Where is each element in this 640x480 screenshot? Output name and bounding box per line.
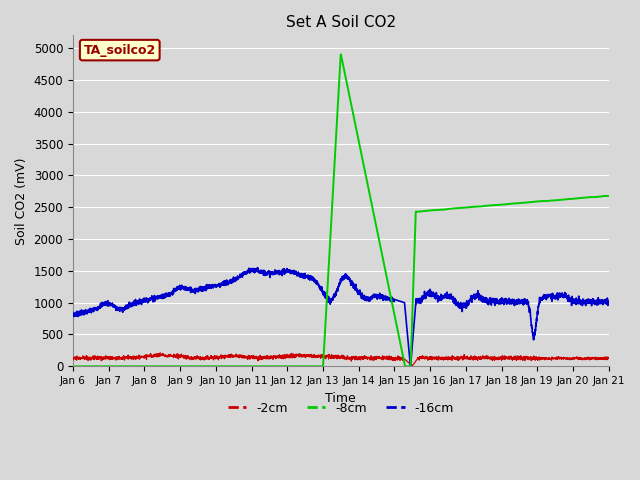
-16cm <box>275 269 282 275</box>
-16cm <box>595 299 602 304</box>
-2cm <box>408 363 416 369</box>
-2cm <box>162 352 170 358</box>
-8cm <box>298 363 305 369</box>
Legend: -2cm, -8cm, -16cm: -2cm, -8cm, -16cm <box>223 396 459 420</box>
-16cm <box>298 271 306 276</box>
-16cm <box>130 302 138 308</box>
-2cm <box>156 350 164 356</box>
-16cm <box>605 299 612 305</box>
-2cm <box>605 355 612 360</box>
-8cm <box>537 198 545 204</box>
Line: -8cm: -8cm <box>73 54 609 366</box>
-8cm <box>605 193 612 199</box>
-8cm <box>337 51 344 57</box>
-8cm <box>275 363 282 369</box>
-16cm <box>406 363 414 369</box>
-2cm <box>537 355 545 360</box>
-16cm <box>69 310 77 315</box>
-16cm <box>162 294 170 300</box>
-2cm <box>275 354 282 360</box>
-8cm <box>162 363 170 369</box>
-8cm <box>69 363 77 369</box>
-16cm <box>254 264 262 270</box>
Title: Set A Soil CO2: Set A Soil CO2 <box>286 15 396 30</box>
-2cm <box>298 354 306 360</box>
Text: TA_soilco2: TA_soilco2 <box>84 44 156 57</box>
X-axis label: Time: Time <box>326 392 356 405</box>
Line: -2cm: -2cm <box>73 353 609 366</box>
-2cm <box>69 354 77 360</box>
-8cm <box>130 363 138 369</box>
-8cm <box>595 194 602 200</box>
-16cm <box>537 296 545 301</box>
Line: -16cm: -16cm <box>73 267 609 366</box>
-2cm <box>130 355 138 361</box>
Y-axis label: Soil CO2 (mV): Soil CO2 (mV) <box>15 157 28 245</box>
-2cm <box>595 356 602 361</box>
